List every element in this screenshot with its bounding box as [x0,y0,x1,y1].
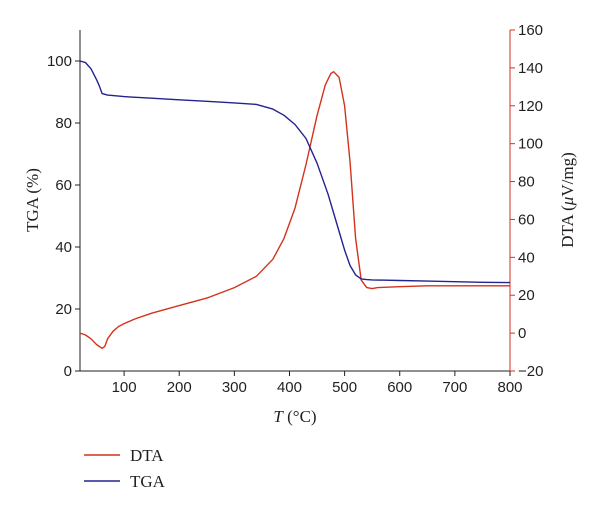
left-axis-ticks: 0 20 40 60 80 100 [47,53,80,380]
legend-label-tga: TGA [130,472,166,491]
x-tick-label: 500 [332,379,357,396]
plot-frame [79,30,511,372]
right-tick-label: 20 [518,287,535,304]
left-tick-label: 80 [55,115,72,132]
right-tick-label: 40 [518,249,535,266]
left-axis-title: TGA (%) [23,168,42,232]
series-line-tga [79,60,511,284]
right-tick-label: 160 [518,22,543,39]
right-tick-label: 0 [518,325,526,342]
right-tick-label: −20 [518,363,543,380]
x-tick-label: 300 [222,379,247,396]
x-axis-title-symbol: T [273,407,284,426]
left-tick-label: 20 [55,301,72,318]
right-tick-label: 100 [518,136,543,153]
x-axis-title-unit: (°C) [283,407,317,426]
legend-label-dta: DTA [130,446,164,465]
x-tick-label: 400 [277,379,302,396]
x-tick-label: 200 [167,379,192,396]
x-axis-ticks: 100 200 300 400 500 600 700 800 [112,371,523,396]
x-tick-label: 700 [442,379,467,396]
left-tick-label: 100 [47,53,72,70]
right-tick-label: 60 [518,211,535,228]
right-tick-label: 140 [518,60,543,77]
left-tick-label: 60 [55,177,72,194]
left-tick-label: 0 [64,363,72,380]
x-tick-label: 800 [497,379,522,396]
x-axis-title: T (°C) [273,407,316,426]
series-layer [79,60,511,349]
x-tick-label: 100 [112,379,137,396]
legend: DTA TGA [84,446,166,491]
x-tick-label: 600 [387,379,412,396]
right-axis-title-prefix: DTA ( [558,205,577,248]
right-tick-label: 80 [518,174,535,191]
right-axis-title: DTA (μV/mg) [558,152,577,248]
right-axis-ticks: −20 0 20 40 60 80 100 120 140 160 [510,22,543,380]
right-tick-label: 120 [518,98,543,115]
right-axis-title-mu: μ [558,197,577,207]
left-tick-label: 40 [55,239,72,256]
series-line-dta [79,70,510,349]
right-axis-title-suffix: V/mg) [558,152,577,196]
